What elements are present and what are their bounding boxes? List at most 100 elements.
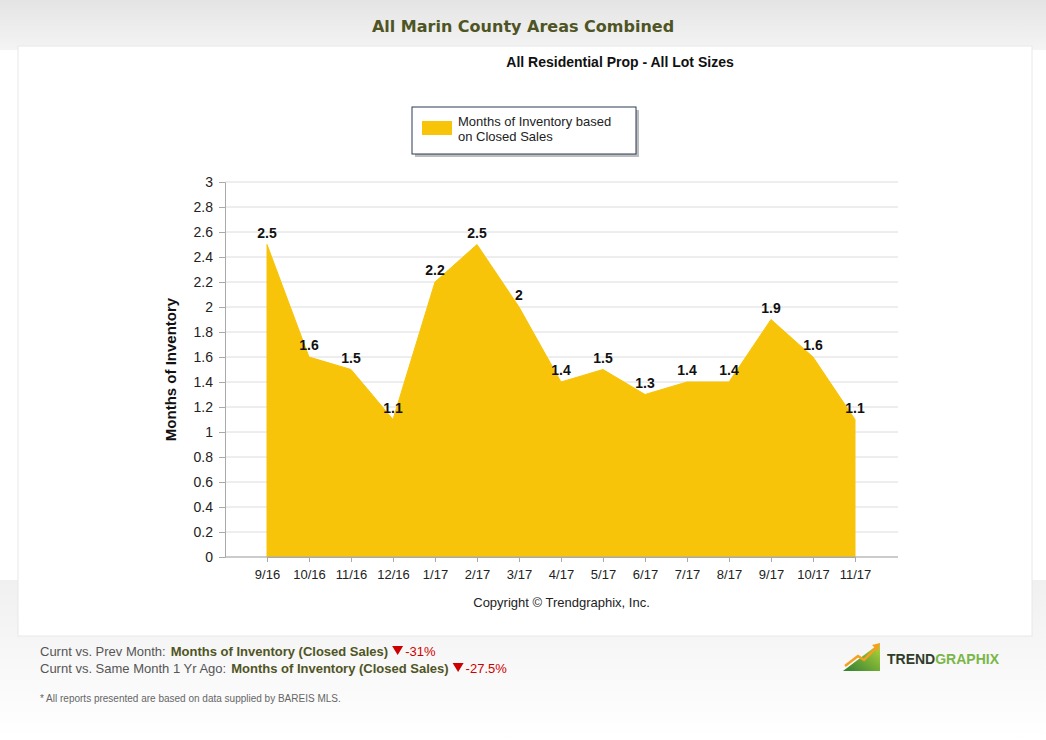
grid bbox=[225, 182, 898, 557]
y-tick-label: 0.2 bbox=[194, 524, 214, 540]
x-tick-mark bbox=[267, 557, 268, 562]
y-tick: 0.4 bbox=[194, 499, 225, 515]
x-tick-mark bbox=[309, 557, 310, 562]
x-tick-mark bbox=[519, 557, 520, 562]
comparison-label: Curnt vs. Same Month 1 Yr Ago: bbox=[40, 661, 226, 676]
grid-line bbox=[225, 307, 898, 308]
data-label: 1.4 bbox=[677, 362, 697, 378]
comparison-metric: Months of Inventory (Closed Sales) bbox=[231, 661, 448, 676]
data-labels: 2.51.61.51.12.22.521.41.51.31.41.41.91.6… bbox=[257, 225, 865, 416]
data-label: 2.2 bbox=[425, 262, 445, 278]
x-tick: 5/17 bbox=[591, 557, 616, 582]
y-tick-label: 0 bbox=[205, 549, 213, 565]
x-tick: 7/17 bbox=[675, 557, 700, 582]
x-tick-label: 2/17 bbox=[465, 567, 490, 582]
x-tick: 10/16 bbox=[293, 557, 326, 582]
y-tick-mark bbox=[219, 182, 225, 183]
y-tick: 0.2 bbox=[194, 524, 225, 540]
y-axis: 00.20.40.60.811.21.41.61.822.22.42.62.83 bbox=[194, 174, 226, 565]
y-tick-label: 1.8 bbox=[194, 324, 214, 340]
data-label: 1.1 bbox=[383, 400, 403, 416]
y-tick: 2.2 bbox=[194, 274, 225, 290]
y-tick-label: 2.8 bbox=[194, 199, 214, 215]
logo-arrow bbox=[845, 646, 878, 666]
area bbox=[267, 245, 855, 558]
y-tick: 1.8 bbox=[194, 324, 225, 340]
y-tick: 3 bbox=[205, 174, 225, 190]
x-tick-label: 8/17 bbox=[717, 567, 742, 582]
x-tick: 9/17 bbox=[759, 557, 784, 582]
x-tick-mark bbox=[813, 557, 814, 562]
y-tick-mark bbox=[219, 282, 225, 283]
data-label: 1.6 bbox=[299, 337, 319, 353]
y-tick-mark bbox=[219, 357, 225, 358]
x-tick-label: 9/17 bbox=[759, 567, 784, 582]
x-tick-label: 1/17 bbox=[423, 567, 448, 582]
comparison-label: Curnt vs. Prev Month: bbox=[40, 644, 166, 659]
y-tick: 1.6 bbox=[194, 349, 225, 365]
y-tick-mark bbox=[219, 207, 225, 208]
x-tick-mark bbox=[435, 557, 436, 562]
x-tick: 2/17 bbox=[465, 557, 490, 582]
x-axis-line bbox=[268, 558, 856, 563]
x-tick-label: 10/17 bbox=[797, 567, 830, 582]
down-arrow bbox=[453, 663, 464, 672]
x-tick-mark bbox=[645, 557, 646, 562]
y-tick: 0.8 bbox=[194, 449, 225, 465]
x-tick-label: 6/17 bbox=[633, 567, 658, 582]
x-tick-mark bbox=[771, 557, 772, 562]
x-axis: 9/1610/1611/1612/161/172/173/174/175/176… bbox=[255, 557, 871, 582]
y-tick-label: 0.6 bbox=[194, 474, 214, 490]
y-tick-label: 2.4 bbox=[194, 249, 214, 265]
x-tick: 3/17 bbox=[507, 557, 532, 582]
data-label: 2 bbox=[515, 287, 523, 303]
grid-line bbox=[225, 182, 898, 183]
legend-label: Months of Inventory based on Closed Sale… bbox=[458, 114, 615, 144]
x-tick-mark bbox=[603, 557, 604, 562]
x-tick-mark bbox=[351, 557, 352, 562]
y-tick-label: 1.2 bbox=[194, 399, 214, 415]
y-tick-mark bbox=[219, 432, 225, 433]
y-tick-mark bbox=[219, 307, 225, 308]
y-tick: 1.4 bbox=[194, 374, 225, 390]
x-tick: 10/17 bbox=[797, 557, 830, 582]
x-tick-label: 11/17 bbox=[840, 567, 872, 582]
data-label: 1.5 bbox=[593, 350, 613, 366]
y-tick-mark bbox=[219, 507, 225, 508]
grid-line bbox=[225, 232, 898, 233]
y-tick-label: 0.8 bbox=[194, 449, 214, 465]
comparison-change: -31% bbox=[405, 644, 436, 659]
y-tick-mark bbox=[219, 257, 225, 258]
y-tick: 2 bbox=[205, 299, 225, 315]
y-axis-title: Months of Inventory bbox=[162, 297, 179, 441]
data-label: 1.3 bbox=[635, 375, 655, 391]
x-tick-mark bbox=[561, 557, 562, 562]
logo-text: TREND bbox=[887, 651, 935, 667]
data-label: 1.4 bbox=[551, 362, 571, 378]
chart-panel bbox=[18, 46, 1032, 636]
y-tick: 1.2 bbox=[194, 399, 225, 415]
logo: TRENDGRAPHIX bbox=[843, 643, 1000, 671]
x-tick: 11/17 bbox=[840, 557, 872, 582]
grid-line bbox=[225, 282, 898, 283]
data-label: 1.9 bbox=[761, 300, 781, 316]
x-tick: 4/17 bbox=[549, 557, 574, 582]
y-tick-mark bbox=[219, 332, 225, 333]
x-tick: 8/17 bbox=[717, 557, 742, 582]
y-tick-mark bbox=[219, 532, 225, 533]
y-axis-line bbox=[219, 183, 226, 558]
comparison-metric: Months of Inventory (Closed Sales) bbox=[171, 644, 388, 659]
logo-arrowhead bbox=[872, 643, 880, 651]
y-tick-mark bbox=[219, 407, 225, 408]
legend-box bbox=[412, 107, 636, 154]
logo-icon bbox=[843, 643, 880, 671]
x-tick: 1/17 bbox=[423, 557, 448, 582]
x-tick-mark bbox=[393, 557, 394, 562]
x-tick: 9/16 bbox=[255, 557, 280, 582]
x-tick-label: 5/17 bbox=[591, 567, 616, 582]
y-tick-label: 0.4 bbox=[194, 499, 214, 515]
data-label: 1.5 bbox=[341, 350, 361, 366]
y-tick: 0.6 bbox=[194, 474, 225, 490]
header-band bbox=[0, 0, 1046, 50]
y-tick-label: 1 bbox=[205, 424, 213, 440]
